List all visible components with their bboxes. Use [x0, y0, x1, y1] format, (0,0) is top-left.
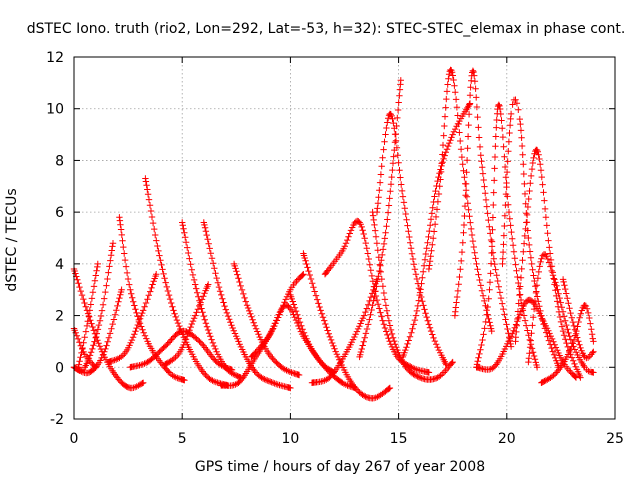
x-tick-label: 0: [70, 431, 79, 447]
plus-markers: [369, 208, 456, 383]
plus-markers: [179, 219, 244, 381]
plus-markers: [300, 250, 394, 402]
series-arc-19: [321, 217, 433, 376]
y-tick-label: 6: [55, 205, 64, 221]
series-arc-05: [75, 260, 101, 371]
plus-markers: [70, 240, 117, 374]
x-tick-label: 15: [390, 431, 408, 447]
y-tick-label: 10: [46, 102, 64, 118]
x-tick-label: 10: [281, 431, 299, 447]
plus-markers: [425, 66, 495, 335]
series-arc-04: [70, 240, 117, 374]
series-arc-11: [161, 281, 212, 368]
plus-markers: [373, 110, 450, 368]
x-axis-label: GPS time / hours of day 267 of year 2008: [195, 459, 485, 475]
chart-title: dSTEC Iono. truth (rio2, Lon=292, Lat=-5…: [27, 21, 626, 37]
plus-markers: [161, 281, 212, 368]
plus-markers: [75, 260, 101, 371]
plus-markers: [200, 219, 294, 392]
plus-markers: [473, 296, 580, 381]
x-tick-label: 20: [498, 431, 516, 447]
series-arc-25: [451, 67, 515, 350]
series-arc-23: [399, 100, 474, 361]
series-arc-17: [308, 276, 381, 386]
plus-markers: [105, 271, 160, 366]
y-tick-label: 8: [55, 153, 64, 169]
plus-markers: [321, 217, 433, 376]
series-arc-24: [425, 66, 495, 335]
y-tick-label: 0: [55, 360, 64, 376]
series-arc-28: [512, 146, 584, 381]
series-arc-06: [116, 214, 188, 384]
plus-markers: [230, 260, 303, 379]
y-tick-label: 2: [55, 309, 64, 325]
series-arc-20: [369, 208, 456, 383]
series-arc-30: [538, 302, 597, 386]
series-arc-21: [356, 77, 404, 361]
plus-markers: [116, 214, 188, 384]
data-points: [70, 66, 597, 402]
y-tick-labels: -2 0 2 4 6 8 10 12: [46, 50, 64, 428]
y-tick-label: -2: [50, 412, 64, 428]
x-tick-labels: 0 5 10 15 20 25: [70, 431, 624, 447]
series-arc-07: [105, 271, 160, 366]
series-arc-14: [230, 260, 303, 379]
plot-frame: [73, 56, 616, 420]
series-arc-18: [300, 250, 394, 402]
plus-markers: [308, 276, 381, 386]
y-tick-label: 12: [46, 50, 64, 66]
y-axis-label: dSTEC / TECUs: [4, 188, 20, 291]
y-tick-label: 4: [55, 257, 64, 273]
grid-lines: [74, 57, 615, 419]
x-tick-label: 25: [606, 431, 624, 447]
series-arc-10: [179, 219, 244, 381]
plus-markers: [538, 302, 597, 386]
series-arc-12: [200, 219, 294, 392]
plus-markers: [525, 251, 597, 376]
series-arc-29: [525, 251, 597, 376]
plus-markers: [559, 276, 597, 362]
series-arc-22: [373, 110, 450, 368]
x-tick-label: 5: [178, 431, 187, 447]
plus-markers: [356, 77, 404, 361]
plus-markers: [399, 100, 474, 361]
plus-markers: [512, 146, 584, 381]
plus-markers: [451, 67, 515, 350]
series-arc-31: [559, 276, 597, 362]
series-arc-32: [473, 296, 580, 381]
